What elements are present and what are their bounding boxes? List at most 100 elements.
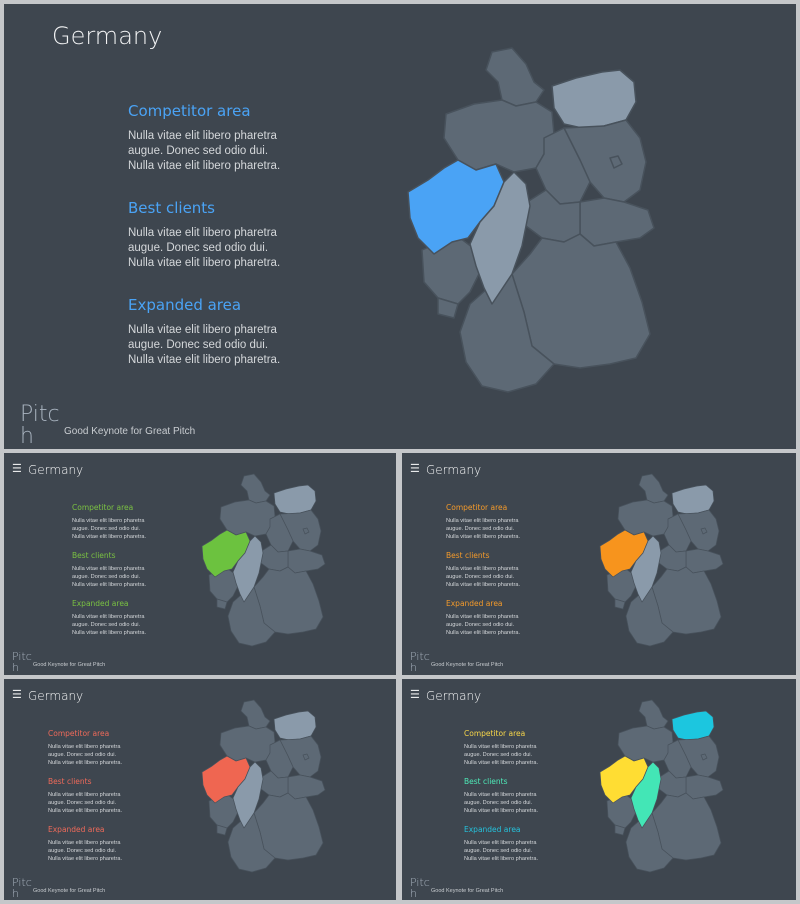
section-body: Nulla vitae elit libero pharetra augue. … [48, 792, 122, 814]
state-schleswig [485, 47, 545, 107]
section-body: Nulla vitae elit libero pharetra augue. … [446, 614, 520, 636]
section-competitor: Competitor area Nulla vitae elit libero … [464, 729, 538, 767]
state-mecklenburg [551, 69, 637, 129]
germany-map [201, 699, 326, 873]
section-heading: Expanded area [464, 825, 521, 834]
section-competitor: Competitor area Nulla vitae elit libero … [48, 729, 122, 767]
section-body: Nulla vitae elit libero pharetra augue. … [72, 566, 146, 588]
state-saarland [216, 598, 228, 610]
section-body: Nulla vitae elit libero pharetra augue. … [128, 324, 281, 366]
slide-title: Germany [28, 463, 84, 477]
slide-main[interactable]: Germany Competitor area Nulla vitae elit… [4, 4, 796, 449]
section-heading: Expanded area [128, 296, 242, 314]
section-heading: Expanded area [48, 825, 105, 834]
state-mecklenburg [273, 484, 317, 515]
state-saxony [287, 774, 326, 800]
state-hesse [469, 171, 531, 305]
section-heading: Best clients [446, 551, 490, 560]
slide-red[interactable]: ☰ Germany Competitor area Nulla vitae el… [4, 679, 396, 900]
pitch-logo: Pitch [20, 402, 60, 449]
slide-title: Germany [52, 22, 163, 50]
tagline: Good Keynote for Great Pitch [431, 888, 504, 894]
tagline: Good Keynote for Great Pitch [431, 662, 504, 668]
state-hesse [630, 761, 662, 829]
section-body: Nulla vitae elit libero pharetra augue. … [446, 518, 520, 540]
section-heading: Best clients [72, 551, 116, 560]
section-body: Nulla vitae elit libero pharetra augue. … [72, 518, 146, 540]
state-saarland [437, 297, 459, 319]
menu-icon[interactable]: ☰ [12, 463, 22, 475]
state-schleswig [638, 699, 669, 730]
state-berlin [302, 527, 310, 535]
state-berlin [609, 155, 623, 169]
state-berlin [302, 753, 310, 761]
menu-icon[interactable]: ☰ [410, 689, 420, 701]
germany-map [407, 47, 655, 393]
section-expanded: Expanded area Nulla vitae elit libero ph… [128, 296, 280, 368]
state-mecklenburg [671, 484, 715, 515]
section-heading: Expanded area [72, 599, 129, 608]
pitch-logo: Pitch [12, 650, 32, 674]
slide-title: Germany [426, 689, 482, 703]
state-saxony [685, 548, 724, 574]
section-expanded: Expanded area Nulla vitae elit libero ph… [48, 825, 122, 863]
section-heading: Competitor area [72, 503, 134, 512]
section-body: Nulla vitae elit libero pharetra augue. … [446, 566, 520, 588]
section-heading: Competitor area [446, 503, 508, 512]
section-body: Nulla vitae elit libero pharetra augue. … [72, 614, 146, 636]
state-saxony [579, 197, 655, 247]
state-schleswig [638, 473, 669, 504]
menu-icon[interactable]: ☰ [12, 689, 22, 701]
state-hesse [630, 535, 662, 603]
section-best-clients: Best clients Nulla vitae elit libero pha… [464, 777, 538, 815]
tagline: Good Keynote for Great Pitch [64, 426, 196, 437]
pitch-logo: Pitch [410, 650, 430, 674]
section-body: Nulla vitae elit libero pharetra augue. … [464, 792, 538, 814]
section-heading: Expanded area [446, 599, 503, 608]
section-competitor: Competitor area Nulla vitae elit libero … [128, 102, 280, 174]
section-best-clients: Best clients Nulla vitae elit libero pha… [128, 199, 280, 271]
section-best-clients: Best clients Nulla vitae elit libero pha… [446, 551, 520, 589]
state-berlin [700, 753, 708, 761]
state-mecklenburg [273, 710, 317, 741]
section-expanded: Expanded area Nulla vitae elit libero ph… [464, 825, 538, 863]
section-heading: Best clients [128, 199, 215, 217]
slide-orange[interactable]: ☰ Germany Competitor area Nulla vitae el… [402, 453, 796, 675]
pitch-logo: Pitch [12, 876, 32, 900]
section-competitor: Competitor area Nulla vitae elit libero … [72, 503, 146, 541]
state-saarland [614, 598, 626, 610]
germany-map [201, 473, 326, 647]
section-body: Nulla vitae elit libero pharetra augue. … [128, 130, 281, 172]
slide-title: Germany [426, 463, 482, 477]
section-heading: Best clients [48, 777, 92, 786]
state-hesse [232, 761, 264, 829]
state-saarland [614, 824, 626, 836]
section-body: Nulla vitae elit libero pharetra augue. … [464, 840, 538, 862]
tagline: Good Keynote for Great Pitch [33, 888, 106, 894]
section-body: Nulla vitae elit libero pharetra augue. … [128, 227, 281, 269]
section-body: Nulla vitae elit libero pharetra augue. … [48, 744, 122, 766]
section-body: Nulla vitae elit libero pharetra augue. … [48, 840, 122, 862]
section-heading: Competitor area [464, 729, 526, 738]
slide-green[interactable]: ☰ Germany Competitor area Nulla vitae el… [4, 453, 396, 675]
state-saxony [685, 774, 724, 800]
germany-map [599, 699, 724, 873]
state-saxony [287, 548, 326, 574]
germany-map [599, 473, 724, 647]
state-saarland [216, 824, 228, 836]
tagline: Good Keynote for Great Pitch [33, 662, 106, 668]
state-hesse [232, 535, 264, 603]
section-best-clients: Best clients Nulla vitae elit libero pha… [72, 551, 146, 589]
state-mecklenburg [671, 710, 715, 741]
section-heading: Competitor area [128, 102, 251, 120]
menu-icon[interactable]: ☰ [410, 463, 420, 475]
section-competitor: Competitor area Nulla vitae elit libero … [446, 503, 520, 541]
section-heading: Competitor area [48, 729, 110, 738]
slide-multicolor[interactable]: ☰ Germany Competitor area Nulla vitae el… [402, 679, 796, 900]
state-schleswig [240, 699, 271, 730]
section-body: Nulla vitae elit libero pharetra augue. … [464, 744, 538, 766]
section-expanded: Expanded area Nulla vitae elit libero ph… [446, 599, 520, 637]
section-expanded: Expanded area Nulla vitae elit libero ph… [72, 599, 146, 637]
slide-title: Germany [28, 689, 84, 703]
pitch-logo: Pitch [410, 876, 430, 900]
